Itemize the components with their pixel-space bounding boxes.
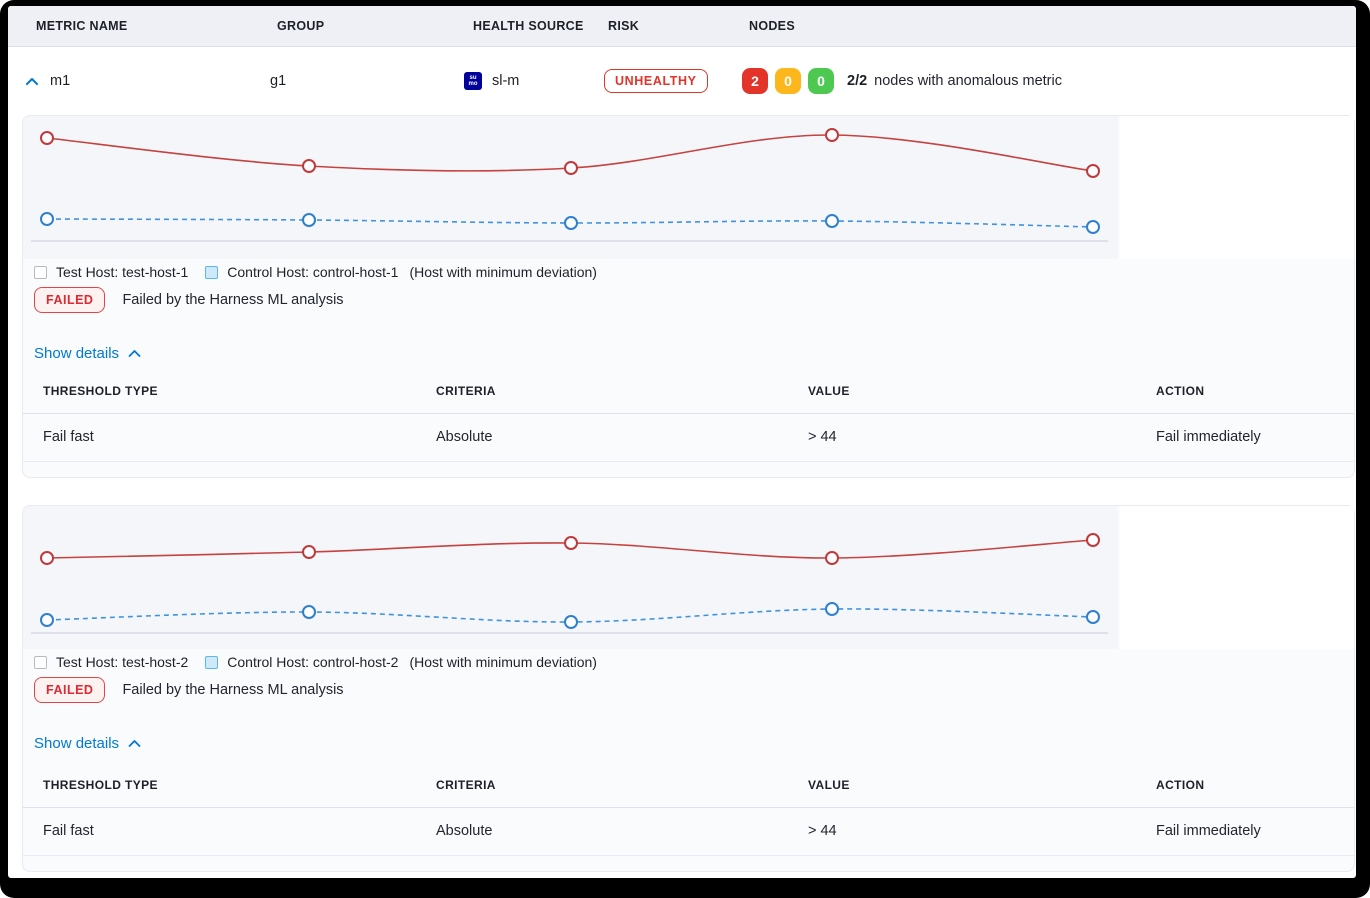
td-action: Fail immediately <box>1156 429 1261 445</box>
analysis-status-message: Failed by the Harness ML analysis <box>122 292 344 308</box>
legend-note: (Host with minimum deviation) <box>409 654 597 670</box>
threshold-details-table: THRESHOLD TYPE CRITERIA VALUE ACTION Fai… <box>23 370 1354 477</box>
th-criteria: CRITERIA <box>436 384 496 398</box>
chart-side-area <box>1120 506 1354 649</box>
chart-side-area <box>1120 116 1354 259</box>
td-value: > 44 <box>808 429 837 445</box>
threshold-details-table: THRESHOLD TYPE CRITERIA VALUE ACTION Fai… <box>23 764 1354 871</box>
control-host-checkbox-icon <box>205 655 219 669</box>
test-host-checkbox-icon <box>34 265 47 279</box>
td-criteria: Absolute <box>436 429 493 445</box>
th-threshold-type: THRESHOLD TYPE <box>43 778 158 792</box>
metric-analysis-panel: METRIC NAME GROUP HEALTH SOURCE RISK NOD… <box>8 6 1356 878</box>
collapse-row-button[interactable] <box>22 71 42 91</box>
th-action: ACTION <box>1156 384 1205 398</box>
threshold-table-header: THRESHOLD TYPE CRITERIA VALUE ACTION <box>23 764 1354 808</box>
host-analysis-card: Test Host: test-host-1 Control Host: con… <box>22 115 1355 478</box>
health-source-label: sl-m <box>492 73 520 89</box>
analysis-status-message: Failed by the Harness ML analysis <box>122 682 344 698</box>
th-value: VALUE <box>808 778 850 792</box>
td-threshold-type: Fail fast <box>43 429 94 445</box>
risk-status-badge: UNHEALTHY <box>604 69 708 93</box>
legend-control-host[interactable]: Control Host: control-host-2 <box>205 654 398 670</box>
test-host-checkbox-icon <box>34 655 47 669</box>
col-health-source: HEALTH SOURCE <box>473 19 584 33</box>
failed-badge: FAILED <box>34 677 106 703</box>
nodes-summary: 2 0 0 2/2 nodes with anomalous metric <box>742 68 1062 94</box>
th-threshold-type: THRESHOLD TYPE <box>43 384 158 398</box>
chart-legend: Test Host: test-host-2 Control Host: con… <box>34 654 597 670</box>
metric-name-value: m1 <box>50 73 71 89</box>
test-host-label: Test Host: test-host-2 <box>56 654 189 670</box>
health-source: su mo sl-m <box>464 72 519 90</box>
chevron-up-icon <box>26 77 38 85</box>
control-host-checkbox-icon <box>205 265 219 279</box>
show-details-label: Show details <box>34 345 120 362</box>
failed-badge: FAILED <box>34 287 106 313</box>
analysis-status-row: FAILED Failed by the Harness ML analysis <box>34 677 344 703</box>
legend-control-host[interactable]: Control Host: control-host-1 <box>205 264 398 280</box>
healthy-nodes-badge: 0 <box>808 68 834 94</box>
nodes-ratio: 2/2 <box>847 73 868 89</box>
group-value: g1 <box>270 73 287 89</box>
th-value: VALUE <box>808 384 850 398</box>
control-host-label: Control Host: control-host-2 <box>227 654 399 670</box>
analysis-status-row: FAILED Failed by the Harness ML analysis <box>34 287 344 313</box>
sumologic-icon: su mo <box>464 72 482 90</box>
threshold-table-row: Fail fast Absolute > 44 Fail immediately <box>23 808 1354 856</box>
show-details-toggle[interactable]: Show details <box>34 345 141 362</box>
nodes-description: nodes with anomalous metric <box>874 73 1062 89</box>
timeseries-chart[interactable] <box>23 116 1118 259</box>
th-criteria: CRITERIA <box>436 778 496 792</box>
control-host-label: Control Host: control-host-1 <box>227 264 399 280</box>
col-group: GROUP <box>277 19 325 33</box>
td-action: Fail immediately <box>1156 823 1261 839</box>
chevron-up-icon <box>128 740 141 747</box>
legend-test-host[interactable]: Test Host: test-host-2 <box>34 654 188 670</box>
td-threshold-type: Fail fast <box>43 823 94 839</box>
sumologic-icon-text-top: su <box>469 75 477 81</box>
legend-test-host[interactable]: Test Host: test-host-1 <box>34 264 188 280</box>
col-metric-name: METRIC NAME <box>36 19 128 33</box>
td-criteria: Absolute <box>436 823 493 839</box>
sumologic-icon-text-bottom: mo <box>468 81 478 87</box>
timeseries-chart[interactable] <box>23 506 1118 649</box>
show-details-label: Show details <box>34 735 120 752</box>
chart-legend: Test Host: test-host-1 Control Host: con… <box>34 264 597 280</box>
col-nodes: NODES <box>749 19 795 33</box>
host-analysis-card: Test Host: test-host-2 Control Host: con… <box>22 505 1355 872</box>
threshold-table-row: Fail fast Absolute > 44 Fail immediately <box>23 414 1354 462</box>
td-value: > 44 <box>808 823 837 839</box>
column-header-row: METRIC NAME GROUP HEALTH SOURCE RISK NOD… <box>8 6 1356 47</box>
test-host-label: Test Host: test-host-1 <box>56 264 189 280</box>
th-action: ACTION <box>1156 778 1205 792</box>
legend-note: (Host with minimum deviation) <box>409 264 597 280</box>
threshold-table-header: THRESHOLD TYPE CRITERIA VALUE ACTION <box>23 370 1354 414</box>
metric-row: m1 g1 su mo sl-m UNHEALTHY 2 0 0 2/2 nod… <box>8 47 1356 115</box>
show-details-toggle[interactable]: Show details <box>34 735 141 752</box>
warning-nodes-badge: 0 <box>775 68 801 94</box>
anomalous-nodes-badge: 2 <box>742 68 768 94</box>
chevron-up-icon <box>128 350 141 357</box>
col-risk: RISK <box>608 19 640 33</box>
